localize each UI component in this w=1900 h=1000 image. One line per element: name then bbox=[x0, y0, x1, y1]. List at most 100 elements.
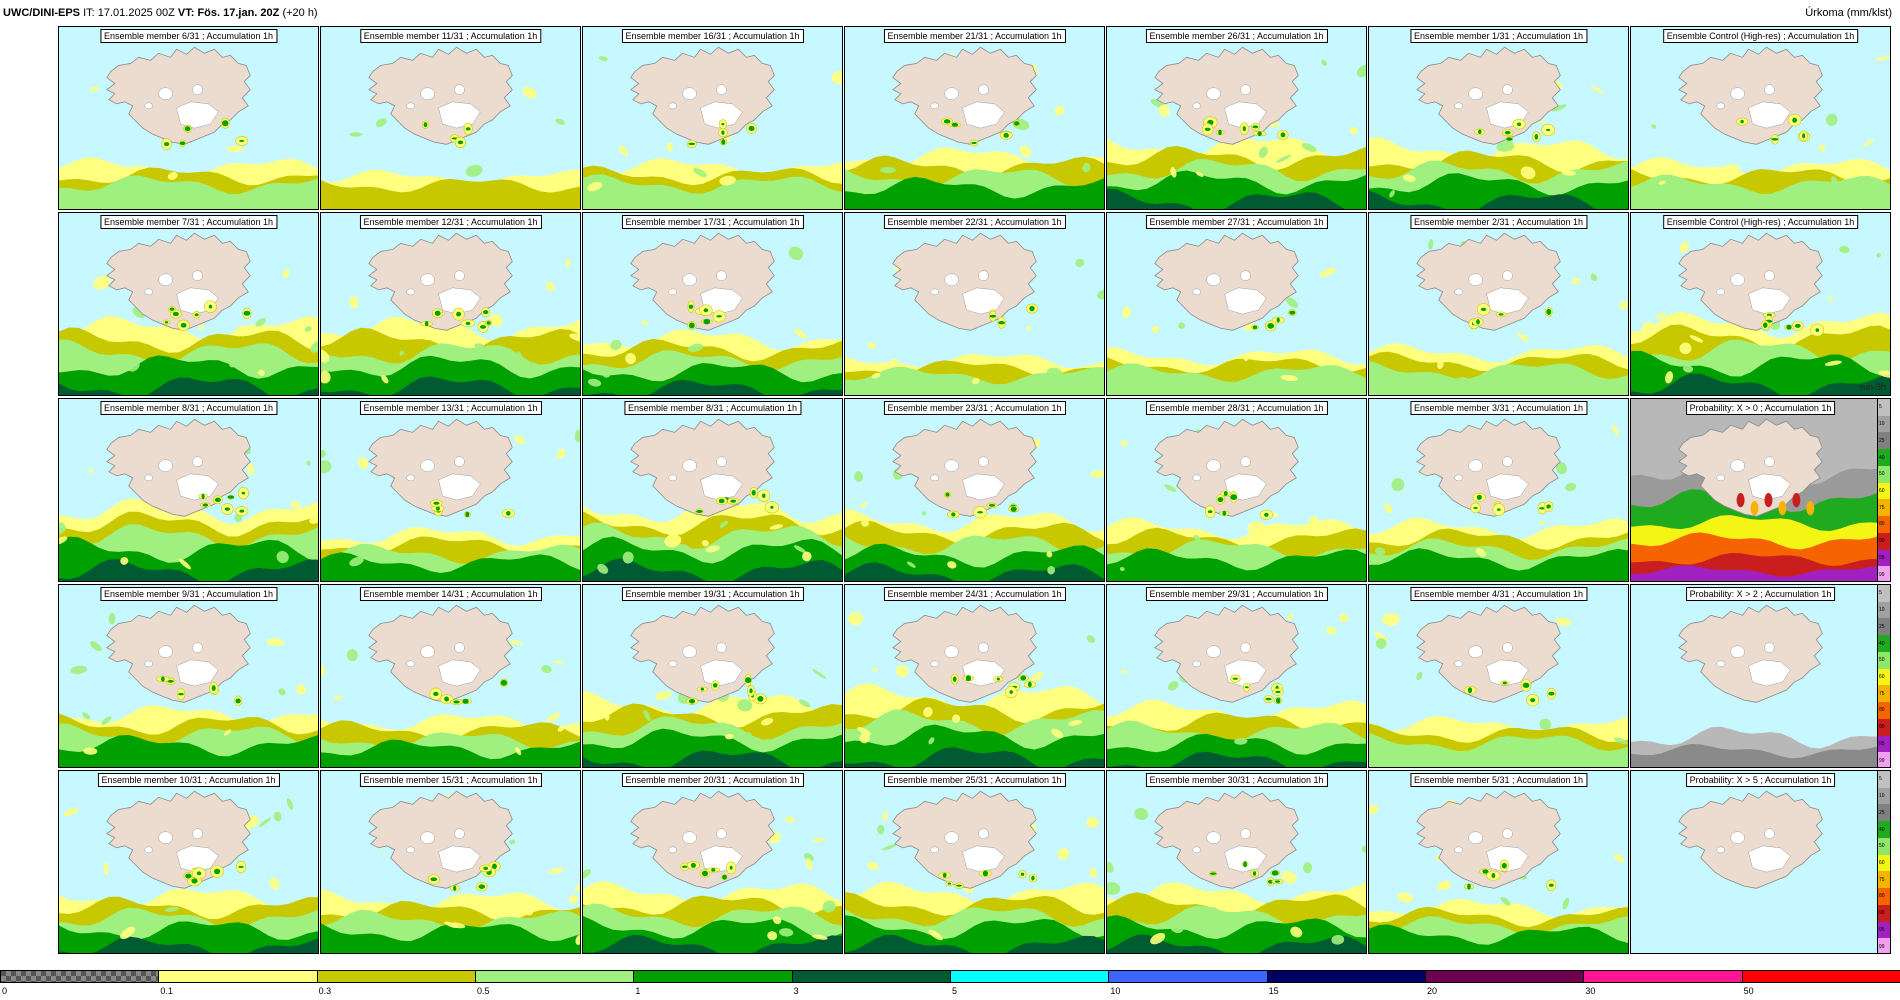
probability-scale-segment bbox=[1878, 904, 1890, 922]
probability-scale-segment bbox=[1878, 888, 1890, 905]
probability-scale-segment bbox=[1878, 399, 1890, 416]
lead-time: (+20 h) bbox=[282, 7, 318, 19]
probability-map-panel: Probability: X > 2 ; Accumulation 1h 5 10 2… bbox=[1630, 584, 1891, 768]
precip-map bbox=[845, 604, 1104, 767]
ensemble-map-panel: Ensemble member 17/31 ; Accumulation 1h bbox=[582, 212, 843, 396]
probability-scale-segment bbox=[1878, 787, 1890, 805]
precip-map bbox=[583, 232, 842, 395]
panel-title: Ensemble member 8/31 ; Accumulation 1h bbox=[623, 401, 802, 415]
colorbar-tick-label: 0 bbox=[2, 986, 8, 996]
probability-scale-segment bbox=[1878, 837, 1890, 855]
probability-scale-segment bbox=[1878, 635, 1890, 652]
probability-scale-label: 99 bbox=[1879, 757, 1885, 764]
probability-scale-segment bbox=[1878, 549, 1890, 567]
precip-map bbox=[1107, 604, 1366, 767]
colorbar-segment bbox=[0, 970, 160, 983]
precip-map bbox=[59, 46, 318, 209]
ensemble-map-panel: Ensemble member 10/31 ; Accumulation 1h bbox=[58, 770, 319, 954]
panel-title: Ensemble member 30/31 ; Accumulation 1h bbox=[1145, 773, 1328, 787]
colorbar-tick-label: 50 bbox=[1743, 986, 1754, 996]
ensemble-map-panel: Ensemble member 15/31 ; Accumulation 1h bbox=[320, 770, 581, 954]
probability-scale: 5 10 25 40 50 60 75 80 90 95 99 bbox=[1877, 399, 1890, 581]
ensemble-map-panel: Ensemble member 30/31 ; Accumulation 1h bbox=[1106, 770, 1367, 954]
panel-title: Ensemble member 15/31 ; Accumulation 1h bbox=[359, 773, 542, 787]
colorbar-segment bbox=[475, 970, 635, 983]
probability-scale-label: 25 bbox=[1879, 809, 1885, 816]
precip-map bbox=[583, 418, 842, 581]
panel-title: Probability: X > 2 ; Accumulation 1h bbox=[1685, 587, 1836, 601]
precip-map bbox=[59, 604, 318, 767]
ensemble-map-panel: Ensemble Control (High-res) ; Accumulati… bbox=[1630, 26, 1891, 210]
precip-map bbox=[59, 232, 318, 395]
probability-map-panel: Probability: X > 0 ; Accumulation 1h 5 10 2… bbox=[1630, 398, 1891, 582]
panel-title: Ensemble member 19/31 ; Accumulation 1h bbox=[621, 587, 804, 601]
panel-title: Ensemble member 10/31 ; Accumulation 1h bbox=[97, 773, 280, 787]
probability-scale-segment bbox=[1878, 516, 1890, 533]
probability-scale-label: 5 bbox=[1879, 776, 1882, 783]
colorbar-tick-label: 15 bbox=[1268, 986, 1279, 996]
precip-map bbox=[321, 418, 580, 581]
probability-scale-segment bbox=[1878, 618, 1890, 636]
unit-label: Úrkoma (mm/klst) bbox=[1805, 7, 1892, 19]
probability-scale: 5 10 25 40 50 60 75 80 90 95 99 bbox=[1877, 771, 1890, 953]
probability-scale-label: 25 bbox=[1879, 437, 1885, 444]
ensemble-map-panel: Ensemble member 9/31 ; Accumulation 1h bbox=[58, 584, 319, 768]
colorbar-segment bbox=[633, 970, 793, 983]
probability-scale-label: 75 bbox=[1879, 504, 1885, 511]
it-label: IT: bbox=[83, 7, 95, 19]
panel-title: Probability: X > 5 ; Accumulation 1h bbox=[1685, 773, 1836, 787]
probability-scale-label: 75 bbox=[1879, 876, 1885, 883]
panel-title: Ensemble member 9/31 ; Accumulation 1h bbox=[99, 587, 278, 601]
panel-title: Ensemble member 11/31 ; Accumulation 1h bbox=[359, 29, 542, 43]
probability-scale-segment bbox=[1878, 585, 1890, 602]
precip-map bbox=[321, 604, 580, 767]
probability-scale-label: 75 bbox=[1879, 690, 1885, 697]
probability-scale-segment bbox=[1878, 821, 1890, 838]
probability-scale-label: 50 bbox=[1879, 657, 1885, 664]
vt-label: VT: bbox=[177, 7, 195, 19]
probability-scale-segment bbox=[1878, 871, 1890, 889]
precip-map bbox=[321, 232, 580, 395]
probability-scale-segment bbox=[1878, 432, 1890, 450]
ensemble-map-panel: Ensemble member 22/31 ; Accumulation 1h bbox=[844, 212, 1105, 396]
ensemble-map-panel: Ensemble member 8/31 ; Accumulation 1h bbox=[582, 398, 843, 582]
ensemble-map-panel: Ensemble member 26/31 ; Accumulation 1h bbox=[1106, 26, 1367, 210]
panel-title: Ensemble member 29/31 ; Accumulation 1h bbox=[1145, 587, 1328, 601]
it-value: 17.01.2025 00Z bbox=[97, 7, 175, 19]
probability-scale-segment bbox=[1878, 601, 1890, 619]
probability-scale-label: 50 bbox=[1879, 843, 1885, 850]
precip-map bbox=[583, 604, 842, 767]
colorbar-segment bbox=[950, 970, 1110, 983]
probability-scale-segment bbox=[1878, 921, 1890, 939]
ensemble-map-panel: Ensemble member 24/31 ; Accumulation 1h bbox=[844, 584, 1105, 768]
probability-scale-segment bbox=[1878, 651, 1890, 669]
precip-map bbox=[1369, 604, 1628, 767]
panel-run-note: run-3h bbox=[1859, 382, 1886, 392]
precip-map bbox=[1631, 232, 1890, 395]
panel-title: Ensemble member 2/31 ; Accumulation 1h bbox=[1409, 215, 1588, 229]
panel-title: Ensemble member 12/31 ; Accumulation 1h bbox=[359, 215, 542, 229]
ensemble-map-panel: Ensemble member 11/31 ; Accumulation 1h bbox=[320, 26, 581, 210]
probability-scale-segment bbox=[1878, 702, 1890, 719]
probability-scale-label: 25 bbox=[1879, 623, 1885, 630]
panel-title: Ensemble member 4/31 ; Accumulation 1h bbox=[1409, 587, 1588, 601]
probability-scale-segment bbox=[1878, 415, 1890, 433]
header-bar: UWC/DINI-EPS IT: 17.01.2025 00Z VT: Fös.… bbox=[0, 0, 1900, 26]
colorbar-tick-label: 20 bbox=[1427, 986, 1438, 996]
colorbar-segment bbox=[1108, 970, 1268, 983]
product-name: UWC/DINI-EPS bbox=[3, 7, 80, 19]
ensemble-map-panel: Ensemble member 2/31 ; Accumulation 1h bbox=[1368, 212, 1629, 396]
run-info: UWC/DINI-EPS IT: 17.01.2025 00Z VT: Fös.… bbox=[3, 7, 318, 19]
probability-scale-label: 5 bbox=[1879, 590, 1882, 597]
precip-map bbox=[1369, 418, 1628, 581]
ensemble-map-panel: Ensemble member 8/31 ; Accumulation 1h bbox=[58, 398, 319, 582]
vt-value: Fös. 17.jan. 20Z bbox=[197, 7, 280, 19]
colorbar-segment bbox=[1266, 970, 1426, 983]
probability-scale-segment bbox=[1878, 804, 1890, 822]
colorbar-segment bbox=[158, 970, 318, 983]
colorbar-tick-label: 0.5 bbox=[477, 986, 490, 996]
colorbar-tick-label: 10 bbox=[1110, 986, 1121, 996]
colorbar-segment bbox=[1425, 970, 1585, 983]
probability-scale-segment bbox=[1878, 685, 1890, 703]
colorbar-tick-label: 5 bbox=[952, 986, 958, 996]
